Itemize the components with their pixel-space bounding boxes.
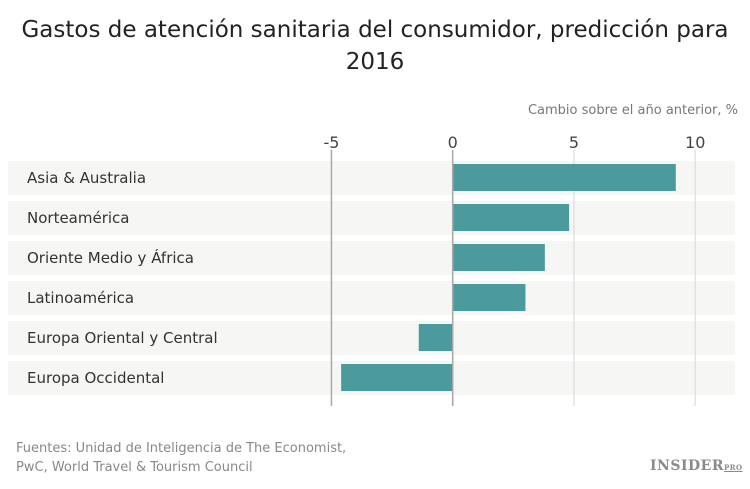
bar-4 bbox=[418, 324, 453, 351]
insider-pro-logo: INSIDERPRO bbox=[650, 458, 743, 474]
source-note: Fuentes: Unidad de Inteligencia de The E… bbox=[16, 439, 346, 477]
tick-label: -5 bbox=[323, 133, 339, 152]
row-band bbox=[8, 241, 735, 275]
row-band bbox=[8, 281, 735, 315]
bar-0 bbox=[452, 164, 676, 191]
bar-1 bbox=[452, 204, 570, 231]
tick-label: 5 bbox=[569, 133, 579, 152]
source-line: Fuentes: Unidad de Inteligencia de The E… bbox=[16, 441, 347, 456]
bar-3 bbox=[452, 284, 526, 311]
chart-title: Gastos de atención sanitaria del consumi… bbox=[21, 17, 729, 75]
category-label: Norteamérica bbox=[27, 209, 129, 227]
category-label: Europa Occidental bbox=[27, 369, 164, 387]
bar-2 bbox=[452, 244, 545, 271]
category-label: Latinoamérica bbox=[27, 289, 134, 307]
row-band bbox=[8, 201, 735, 235]
tick-label: 0 bbox=[448, 133, 458, 152]
category-label: Asia & Australia bbox=[27, 169, 146, 187]
axis-label: Cambio sobre el año anterior, % bbox=[527, 103, 738, 118]
source-line: PwC, World Travel & Tourism Council bbox=[16, 460, 253, 475]
category-label: Europa Oriental y Central bbox=[27, 329, 218, 347]
tick-label: 10 bbox=[685, 133, 705, 152]
bar-5 bbox=[341, 364, 453, 391]
row-band bbox=[8, 321, 735, 355]
category-label: Oriente Medio y África bbox=[27, 248, 194, 267]
